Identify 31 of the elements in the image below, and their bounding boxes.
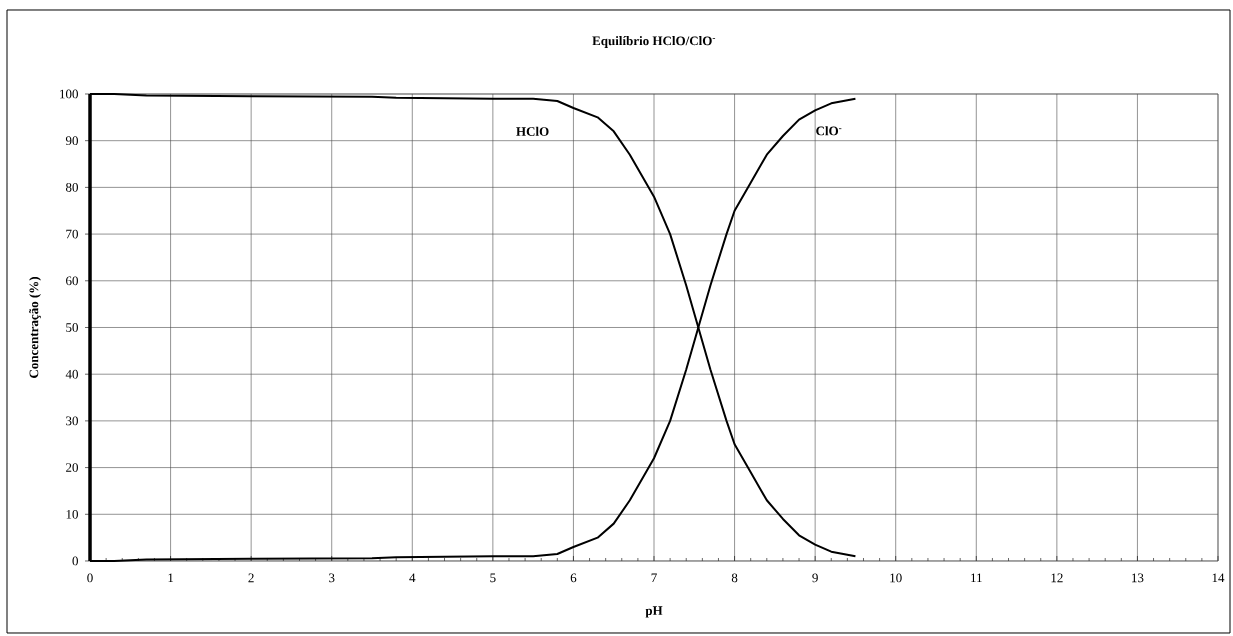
y-tick-label: 20 xyxy=(66,463,78,472)
x-tick-label: 2 xyxy=(248,573,254,583)
y-tick-label: 10 xyxy=(66,509,78,519)
y-tick-label: 0 xyxy=(72,556,78,566)
x-tick-label: 4 xyxy=(409,573,416,583)
y-tick-label: 60 xyxy=(66,276,78,286)
y-tick-label: 100 xyxy=(60,89,78,99)
x-axis-title: pH xyxy=(645,606,663,618)
x-tick-label: 10 xyxy=(890,573,902,583)
x-tick-label: 5 xyxy=(490,573,496,583)
y-tick-label: 90 xyxy=(65,136,78,146)
y-tick-label: 80 xyxy=(65,183,78,192)
text: HClO xyxy=(516,126,549,136)
x-tick-label: 9 xyxy=(812,573,818,583)
y-tick-label: 70 xyxy=(66,229,78,239)
x-tick-label: 6 xyxy=(570,573,577,583)
x-tick-label: 3 xyxy=(329,573,335,583)
y-tick-label: 50 xyxy=(66,323,78,332)
x-tick-label: 8 xyxy=(731,573,738,583)
chart-title: Equilíbrio HClO/ClO$^{-}$ xyxy=(592,36,716,48)
x-tick-label: 7 xyxy=(651,573,657,583)
x-tick-label: 0 xyxy=(87,573,93,583)
x-tick-label: 1 xyxy=(168,573,174,583)
x-tick-label: 14 xyxy=(1212,573,1225,583)
y-tick-label: 30 xyxy=(66,416,78,426)
x-tick-label: 11 xyxy=(971,573,982,583)
series-label: ClO$^{-}$ xyxy=(816,126,842,136)
x-tick-label: 13 xyxy=(1132,573,1144,583)
y-tick-label: 40 xyxy=(65,369,78,379)
x-tick-label: 12 xyxy=(1051,573,1063,583)
y-axis-title: Concentração (%) xyxy=(29,276,41,378)
